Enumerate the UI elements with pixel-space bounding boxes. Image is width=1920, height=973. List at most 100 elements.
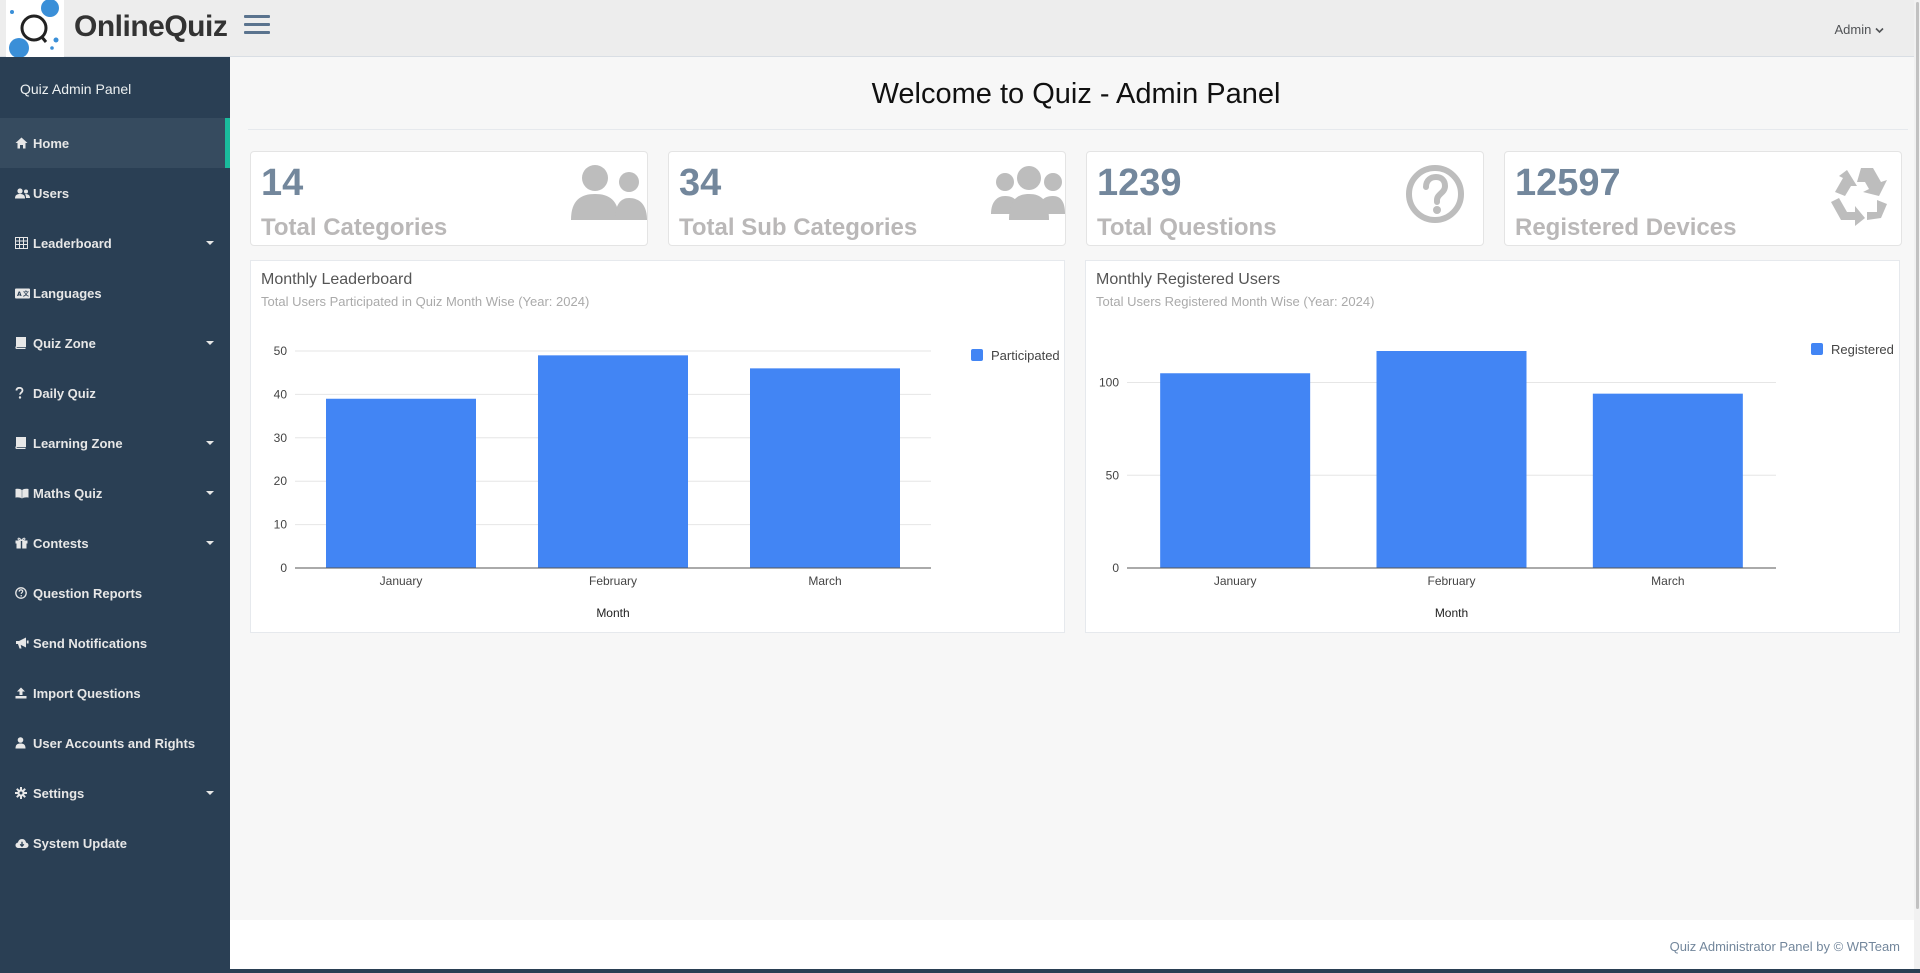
x-tick-label: January: [1214, 574, 1257, 588]
bar-march: [750, 368, 900, 568]
sidebar-item-import-questions[interactable]: Import Questions: [0, 668, 230, 718]
chart-panel-registered: Monthly Registered Users Total Users Reg…: [1085, 260, 1900, 633]
y-tick-label: 0: [1112, 561, 1119, 575]
legend-swatch: [971, 349, 983, 361]
recycle-icon: [1825, 162, 1889, 231]
sidebar-item-send-notifications[interactable]: Send Notifications: [0, 618, 230, 668]
divider: [248, 129, 1908, 130]
x-tick-label: February: [589, 574, 637, 588]
bar-january: [326, 398, 476, 568]
top-navbar: OnlineQuiz Admin: [0, 0, 1920, 58]
gear-icon: [15, 787, 31, 799]
sidebar-item-leaderboard[interactable]: Leaderboard: [0, 218, 230, 268]
chart-subtitle: Total Users Participated in Quiz Month W…: [261, 294, 590, 309]
user-menu[interactable]: Admin: [1835, 22, 1884, 37]
sidebar-item-users[interactable]: Users: [0, 168, 230, 218]
svg-text:A: A: [17, 291, 22, 298]
sidebar-item-label: Send Notifications: [33, 635, 148, 651]
sidebar-item-contests[interactable]: Contests: [0, 518, 230, 568]
sidebar-item-label: Import Questions: [33, 685, 141, 701]
y-tick-label: 20: [274, 474, 288, 488]
y-tick-label: 40: [274, 387, 288, 401]
cloud-download-icon: [15, 838, 31, 849]
chevron-down-icon: [1875, 22, 1884, 37]
bottom-edge: [0, 969, 1920, 973]
chart-subtitle: Total Users Registered Month Wise (Year:…: [1096, 294, 1375, 309]
footer-credit[interactable]: Quiz Administrator Panel by © WRTeam: [1669, 939, 1900, 954]
bar-chart-leaderboard: 0 10 20 30 40 50 January February March Month Part…: [274, 344, 1060, 620]
gift-icon: [15, 537, 31, 549]
stat-label: Total Categories: [261, 214, 448, 241]
sidebar-item-label: System Update: [33, 835, 127, 851]
menu-toggle-icon[interactable]: [244, 15, 270, 41]
sidebar-item-label: Question Reports: [33, 585, 143, 601]
scrollbar[interactable]: [1914, 0, 1920, 973]
stat-label: Registered Devices: [1515, 214, 1737, 241]
stat-card-categories: 14 Total Categories: [250, 151, 648, 246]
table-icon: [15, 237, 31, 249]
x-axis-title: Month: [596, 606, 629, 620]
legend-label: Registered: [1831, 342, 1894, 357]
bar-february: [538, 355, 688, 568]
legend-label: Participated: [991, 348, 1060, 363]
bar-february: [1376, 351, 1527, 568]
caret-down-icon: [206, 441, 214, 445]
stat-value: 1239: [1097, 162, 1182, 204]
caret-down-icon: [206, 491, 214, 495]
sidebar-item-label: Users: [33, 185, 70, 201]
sidebar-item-quiz-zone[interactable]: Quiz Zone: [0, 318, 230, 368]
stat-card-devices: 12597 Registered Devices: [1504, 151, 1902, 246]
question-mark-icon: [15, 387, 31, 399]
main-content: Welcome to Quiz - Admin Panel 14 Total C…: [230, 57, 1920, 973]
bullhorn-icon: [15, 637, 31, 649]
stat-value: 12597: [1515, 162, 1621, 204]
x-tick-label: February: [1427, 574, 1475, 588]
sidebar-item-label: Languages: [33, 285, 102, 301]
sidebar-item-label: Quiz Zone: [33, 335, 96, 351]
question-circle-icon: [15, 587, 31, 599]
question-circle-icon: [1405, 164, 1465, 229]
chart-panel-leaderboard: Monthly Leaderboard Total Users Particip…: [250, 260, 1065, 633]
sidebar-item-label: Leaderboard: [33, 235, 112, 251]
stat-card-questions: 1239 Total Questions: [1086, 151, 1484, 246]
y-tick-label: 30: [274, 431, 288, 445]
sidebar-item-languages[interactable]: A 文 Languages: [0, 268, 230, 318]
sidebar-item-label: Daily Quiz: [33, 385, 96, 401]
sidebar: Quiz Admin Panel Home Users Leaderboard A 文 L…: [0, 57, 230, 973]
users-icon: [15, 187, 31, 199]
open-book-icon: [15, 488, 31, 499]
stat-value: 34: [679, 162, 722, 204]
users-group-icon: [989, 164, 1065, 227]
brand-name[interactable]: OnlineQuiz: [74, 10, 228, 43]
footer: Quiz Administrator Panel by © WRTeam: [230, 920, 1920, 973]
x-tick-label: January: [380, 574, 423, 588]
sidebar-item-home[interactable]: Home: [0, 118, 230, 168]
panel-title: Quiz Admin Panel: [20, 81, 132, 97]
sidebar-item-label: Contests: [33, 535, 89, 551]
stat-card-sub-categories: 34 Total Sub Categories: [668, 151, 1066, 246]
bar-march: [1592, 393, 1743, 568]
sidebar-item-user-accounts-and-rights[interactable]: User Accounts and Rights: [0, 718, 230, 768]
user-icon: [15, 737, 31, 749]
sidebar-item-system-update[interactable]: System Update: [0, 818, 230, 868]
sidebar-item-settings[interactable]: Settings: [0, 768, 230, 818]
users-icon: [571, 164, 647, 227]
brand-logo[interactable]: [6, 0, 64, 58]
scrollbar-thumb[interactable]: [1916, 2, 1919, 909]
svg-text:文: 文: [22, 290, 30, 298]
x-axis-title: Month: [1435, 606, 1468, 620]
caret-down-icon: [206, 791, 214, 795]
sidebar-item-question-reports[interactable]: Question Reports: [0, 568, 230, 618]
sidebar-item-daily-quiz[interactable]: Daily Quiz: [0, 368, 230, 418]
caret-down-icon: [206, 541, 214, 545]
legend-swatch: [1811, 343, 1823, 355]
sidebar-item-learning-zone[interactable]: Learning Zone: [0, 418, 230, 468]
y-tick-label: 0: [280, 561, 287, 575]
upload-icon: [15, 687, 31, 699]
sidebar-item-maths-quiz[interactable]: Maths Quiz: [0, 468, 230, 518]
stat-label: Total Sub Categories: [679, 214, 918, 241]
sidebar-item-label: Learning Zone: [33, 435, 123, 451]
chart-title: Monthly Registered Users: [1096, 271, 1281, 288]
bar-chart-registered: 0 50 100 January February March Month Registere…: [1099, 342, 1894, 620]
